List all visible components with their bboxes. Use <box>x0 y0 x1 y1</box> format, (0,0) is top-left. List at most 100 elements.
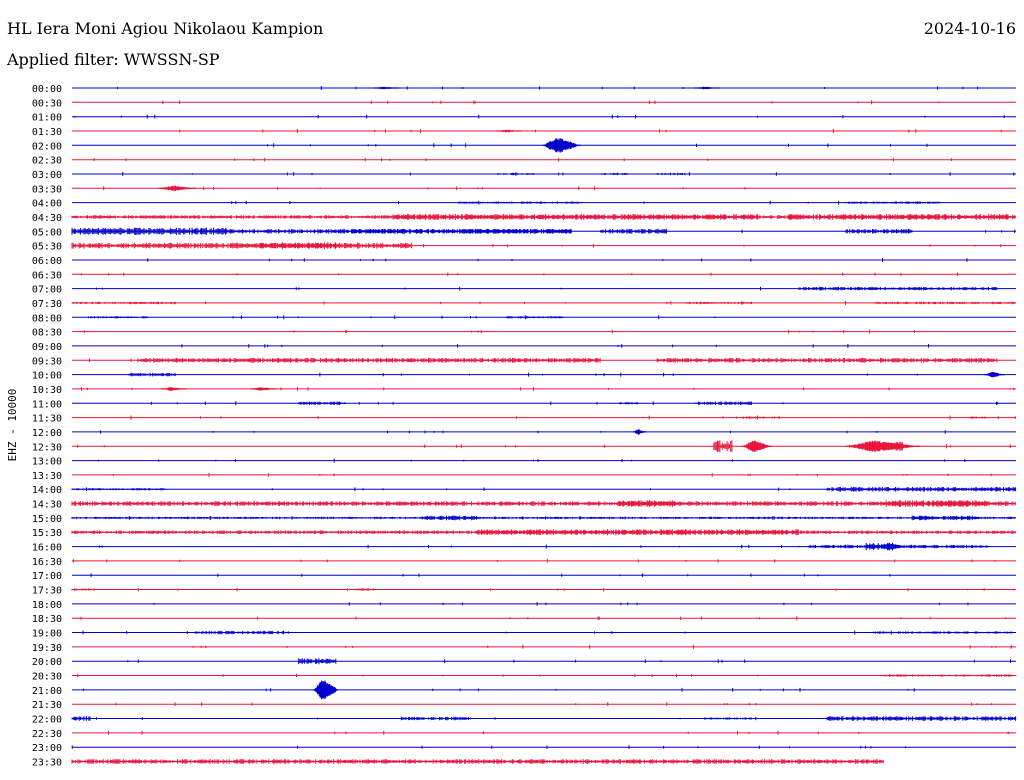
y-axis-label: EHZ - 10000 <box>6 389 19 462</box>
row-time-label: 03:00 <box>32 170 62 181</box>
trace-row <box>71 515 1016 521</box>
trace-row <box>72 687 1016 692</box>
trace-row <box>71 214 1016 220</box>
row-time-label: 17:00 <box>32 571 62 582</box>
trace-signal <box>97 458 966 463</box>
row-time-label: 13:00 <box>32 457 62 468</box>
trace-signal <box>108 730 1010 735</box>
trace-signal <box>147 258 968 262</box>
row-time-label: 19:30 <box>32 643 62 654</box>
trace-row <box>72 415 1016 420</box>
row-time-label: 23:30 <box>32 758 62 769</box>
trace-signal <box>71 587 1014 592</box>
trace-row <box>72 100 1016 105</box>
trace-signal <box>90 573 891 578</box>
trace-row <box>72 357 1016 363</box>
trace-row <box>72 186 1016 191</box>
row-time-label: 06:30 <box>32 270 62 281</box>
trace-row <box>72 329 1016 334</box>
trace-signal <box>71 759 884 764</box>
row-time-label: 17:30 <box>32 586 62 597</box>
trace-signal <box>93 157 952 162</box>
seismic-event <box>845 440 921 452</box>
trace-signal <box>128 372 998 377</box>
trace-row <box>72 602 1016 606</box>
seismic-event <box>496 129 522 133</box>
trace-signal <box>96 286 998 291</box>
row-time-label: 07:30 <box>32 299 62 310</box>
seismic-event <box>161 387 187 391</box>
trace-signal <box>71 529 1016 536</box>
station-title: HL Iera Moni Agiou Nikolaou Kampion <box>7 19 324 38</box>
row-time-label: 21:30 <box>32 700 62 711</box>
row-time-label: 14:00 <box>32 485 62 496</box>
trace-row <box>72 157 1016 162</box>
seismic-event <box>373 86 399 90</box>
trace-row <box>72 573 1016 578</box>
seismic-event <box>313 680 339 700</box>
trace-signal <box>81 387 1015 391</box>
trace-row <box>72 630 1016 635</box>
trace-row <box>72 344 1016 348</box>
trace-row <box>72 172 1016 176</box>
trace-row <box>72 372 1016 377</box>
trace-signal <box>77 673 1017 678</box>
row-time-label: 00:30 <box>32 98 62 109</box>
trace-row <box>72 387 1016 391</box>
seismic-event <box>741 440 772 452</box>
trace-signal <box>83 329 915 334</box>
trace-row <box>71 242 1016 250</box>
trace-signal <box>115 702 993 707</box>
seismic-event <box>984 372 1005 378</box>
seismic-event <box>876 542 907 551</box>
trace-signal <box>83 687 915 692</box>
trace-signal <box>71 227 1016 235</box>
row-time-label: 12:00 <box>32 428 62 439</box>
row-time-label: 03:30 <box>32 184 62 195</box>
trace-row <box>72 200 1016 205</box>
trace-row <box>72 272 1016 277</box>
trace-signal <box>117 86 979 90</box>
row-time-label: 15:00 <box>32 514 62 525</box>
row-time-label: 10:30 <box>32 385 62 396</box>
trace-row <box>72 673 1017 678</box>
row-time-label: 16:30 <box>32 557 62 568</box>
row-time-label: 05:30 <box>32 242 62 253</box>
row-time-label: 08:30 <box>32 328 62 339</box>
trace-row <box>72 258 1016 262</box>
trace-row <box>72 458 1016 463</box>
row-time-label: 09:00 <box>32 342 62 353</box>
trace-signal <box>71 242 1002 250</box>
trace-signal <box>113 473 992 477</box>
row-time-label: 01:30 <box>32 127 62 138</box>
seismic-event <box>633 429 647 435</box>
trace-signal <box>231 200 941 205</box>
row-time-label: 20:00 <box>32 657 62 668</box>
row-time-label: 22:00 <box>32 715 62 726</box>
trace-row <box>71 759 884 764</box>
trace-row <box>72 401 1016 406</box>
row-time-label: 06:00 <box>32 256 62 267</box>
row-time-label: 18:00 <box>32 600 62 611</box>
trace-signal <box>74 114 1005 119</box>
row-time-label: 09:30 <box>32 356 62 367</box>
trace-signal <box>71 214 1016 220</box>
trace-row <box>72 702 1016 707</box>
row-time-label: 21:00 <box>32 686 62 697</box>
trace-signal <box>71 745 907 749</box>
trace-row <box>71 301 1016 305</box>
trace-row <box>72 730 1016 735</box>
row-time-label: 23:00 <box>32 743 62 754</box>
trace-signal <box>127 658 1011 665</box>
row-labels: 00:00 00:30 01:00 01:30 02:00 02:30 03:00 03:30… <box>32 84 62 769</box>
trace-row <box>72 658 1016 665</box>
trace-row <box>72 129 1016 133</box>
trace-signal <box>179 129 1002 133</box>
row-time-label: 18:30 <box>32 614 62 625</box>
trace-signal <box>82 630 1016 635</box>
trace-signal <box>153 602 969 606</box>
trace-row <box>71 486 1017 492</box>
trace-row <box>72 559 1016 563</box>
trace-signal <box>71 515 1016 521</box>
